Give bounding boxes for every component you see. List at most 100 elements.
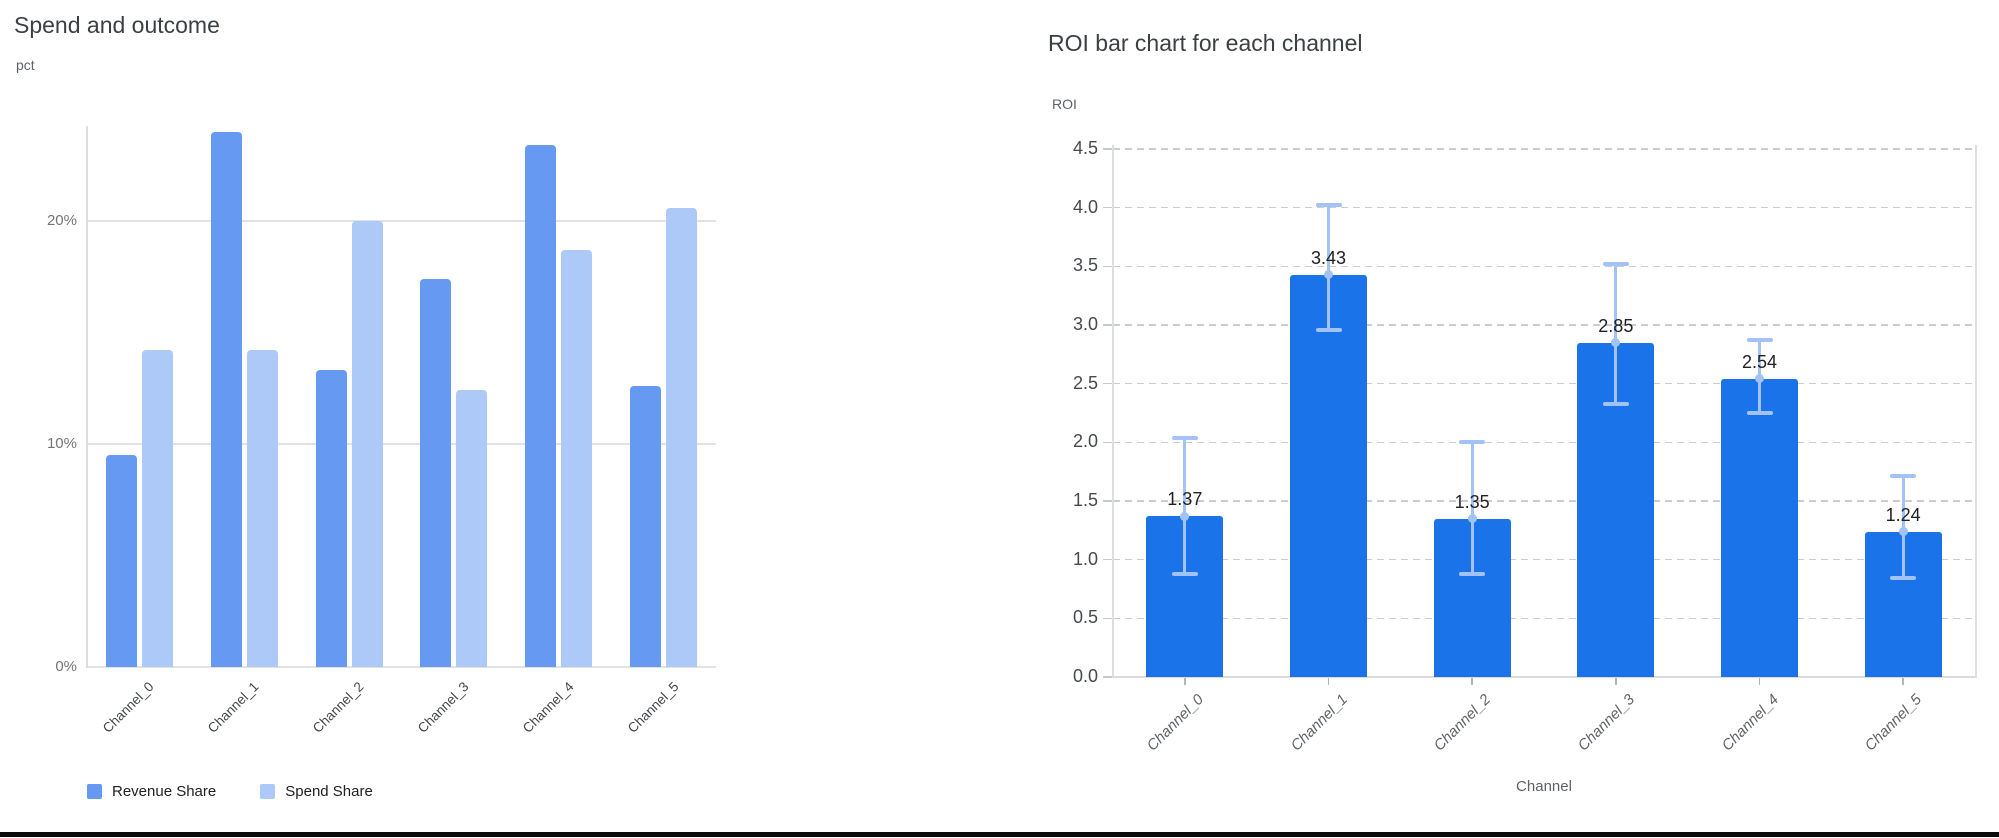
- bar-spend-share-Channel_0[interactable]: [141, 350, 173, 667]
- y-tick-label: 3.5: [1072, 255, 1098, 276]
- gridline-0%: [87, 666, 716, 668]
- bar-revenue-share-Channel_5[interactable]: [630, 386, 662, 667]
- spend-outcome-plot-area: 0% 10% 20% Channel_0 Channel_1 Channel_2 Chann…: [46, 126, 716, 736]
- bar-spend-share-Channel_4[interactable]: [561, 249, 593, 667]
- x-category-label: Channel_0: [100, 679, 158, 736]
- y-tick-label: 4.0: [1072, 196, 1098, 217]
- legend-swatch: [87, 784, 102, 799]
- bar-spend-share-Channel_1[interactable]: [246, 350, 278, 667]
- bar-roi-Channel_4[interactable]: [1721, 378, 1798, 677]
- error-bar-top-cap: [1171, 435, 1198, 440]
- y-tick-mark: [1103, 324, 1112, 326]
- error-bar-value-marker: [1324, 270, 1333, 280]
- y-tick-label: 1.0: [1072, 548, 1098, 569]
- x-category-label: Channel_1: [1287, 691, 1351, 755]
- x-category-label: Channel_4: [1718, 691, 1782, 755]
- y-tick-label: 0%: [55, 658, 77, 675]
- y-tick-label: 0.5: [1072, 607, 1098, 628]
- error-bar-value-marker: [1611, 338, 1621, 348]
- error-bar-top-cap: [1315, 203, 1342, 208]
- error-bar-value-marker: [1467, 514, 1477, 524]
- error-bar-top-cap: [1459, 440, 1486, 445]
- y-tick-label: 2.5: [1072, 372, 1098, 393]
- bar-value-label: 3.43: [1310, 247, 1347, 268]
- roi-chart-panel: ROI bar chart for each channel ROI 0.0 0.…: [1000, 0, 1999, 838]
- y-tick-label: 1.5: [1072, 490, 1098, 510]
- x-tick-mark: [1327, 678, 1330, 685]
- spend-outcome-y-axis-unit: pct: [16, 57, 35, 73]
- error-bar-bottom-cap: [1746, 411, 1773, 415]
- error-bar-top-cap: [1890, 474, 1917, 479]
- error-bar-bottom-cap: [1171, 571, 1198, 576]
- y-tick-mark: [1103, 206, 1112, 209]
- y-tick-label: 3.0: [1072, 314, 1098, 334]
- gridline-0.5: [1113, 617, 1975, 620]
- x-tick-mark: [1471, 678, 1473, 685]
- legend-label: Revenue Share: [112, 783, 217, 800]
- legend-item-revenue-share[interactable]: Revenue Share: [87, 783, 216, 800]
- x-category-label: Channel_5: [624, 679, 682, 736]
- plot-left-border: [1112, 145, 1114, 678]
- legend-swatch: [260, 784, 276, 799]
- bar-revenue-share-Channel_1[interactable]: [210, 131, 242, 667]
- y-tick-mark: [1103, 441, 1112, 444]
- gridline-3.0: [1113, 324, 1975, 326]
- y-tick-mark: [1103, 382, 1112, 385]
- bar-spend-share-Channel_2[interactable]: [351, 221, 383, 667]
- x-category-label: Channel_5: [1861, 691, 1926, 755]
- bar-revenue-share-Channel_4[interactable]: [525, 145, 557, 667]
- bar-value-label: 1.24: [1885, 504, 1921, 525]
- error-bar-bottom-cap: [1459, 571, 1486, 576]
- x-tick-mark: [1184, 678, 1186, 685]
- error-bar-line-Channel_3: [1614, 263, 1618, 404]
- roi-plot-area: 0.0 0.5 1.0 1.5 2.0 2.5 3.0 3.5 4.0 4.5 1.37 Channe…: [1000, 0, 1999, 838]
- error-bar-bottom-cap: [1315, 327, 1342, 332]
- y-tick-mark: [1103, 500, 1112, 502]
- x-category-label: Channel_2: [309, 679, 367, 736]
- gridline-2.5: [1113, 382, 1975, 385]
- error-bar-line-Channel_0: [1183, 437, 1187, 574]
- x-tick-mark: [1902, 678, 1904, 685]
- plot-right-border: [1975, 145, 1977, 678]
- x-tick-mark: [1758, 678, 1761, 685]
- legend-label: Spend Share: [285, 783, 373, 800]
- gridline-1.5: [1113, 500, 1975, 502]
- gridline-3.5: [1113, 265, 1975, 268]
- x-category-label: Channel_3: [1574, 691, 1638, 755]
- gridline-4.0: [1113, 206, 1975, 209]
- y-tick-label: 4.5: [1072, 138, 1098, 158]
- y-tick-label: 0.0: [1072, 666, 1098, 686]
- bar-value-label: 2.54: [1741, 351, 1778, 372]
- legend-item-spend-share[interactable]: Spend Share: [260, 783, 373, 800]
- bar-revenue-share-Channel_2[interactable]: [315, 370, 347, 667]
- bar-value-label: 1.35: [1454, 491, 1490, 512]
- y-tick-label: 2.0: [1072, 431, 1098, 452]
- y-tick-mark: [1103, 617, 1112, 620]
- roi-chart-title: ROI bar chart for each channel: [1048, 30, 1363, 56]
- y-tick-label: 10%: [46, 435, 77, 452]
- x-category-label: Channel_0: [1143, 691, 1207, 755]
- y-axis-line: [86, 126, 88, 668]
- bar-revenue-share-Channel_0[interactable]: [105, 455, 137, 667]
- bar-spend-share-Channel_5[interactable]: [666, 207, 698, 667]
- y-tick-mark: [1103, 558, 1112, 561]
- error-bar-top-cap: [1602, 261, 1629, 266]
- bar-revenue-share-Channel_3[interactable]: [420, 278, 452, 667]
- x-category-label: Channel_4: [519, 679, 577, 736]
- y-tick-mark: [1103, 676, 1112, 678]
- error-bar-value-marker: [1755, 374, 1764, 384]
- bar-spend-share-Channel_3[interactable]: [456, 390, 488, 667]
- bar-value-label: 1.37: [1167, 489, 1203, 510]
- bar-value-label: 2.85: [1598, 315, 1634, 336]
- gridline-20%: [87, 220, 716, 222]
- x-category-label: Channel_2: [1430, 691, 1495, 755]
- gridline-1.0: [1113, 558, 1975, 561]
- x-axis-line: [1112, 676, 1975, 678]
- error-bar-line-Channel_1: [1327, 205, 1330, 330]
- spend-outcome-legend: Revenue Share Spend Share: [87, 783, 373, 800]
- roi-y-axis-unit: ROI: [1052, 96, 1077, 112]
- spend-outcome-chart-panel: Spend and outcome pct 0% 10% 20% Channel_0 C…: [14, 12, 716, 800]
- bar-roi-Channel_1[interactable]: [1290, 274, 1367, 677]
- gridline-10%: [87, 443, 716, 445]
